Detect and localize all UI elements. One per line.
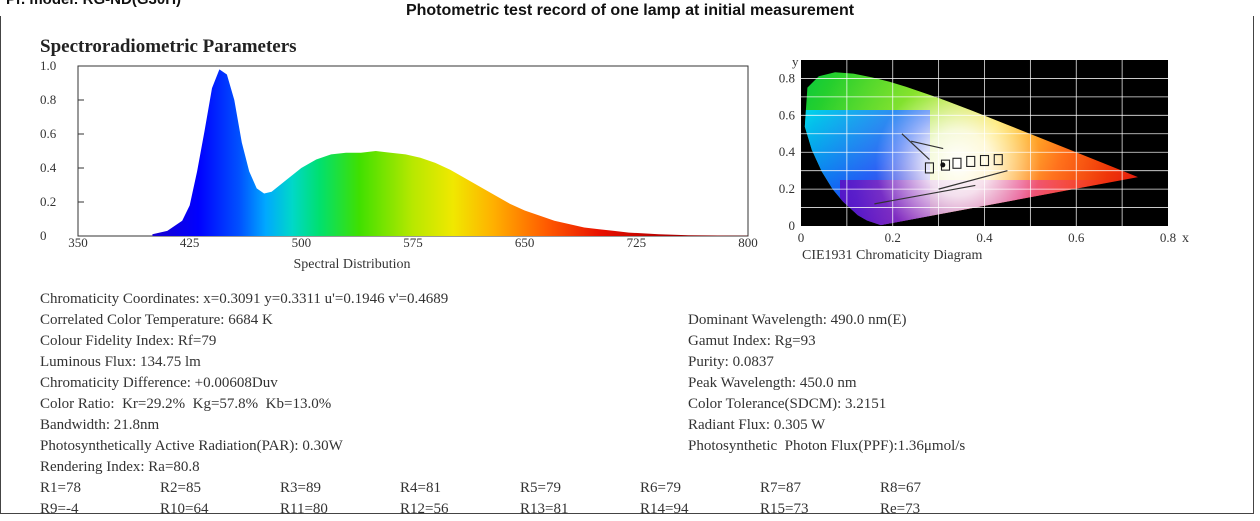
color-rendering-value: R9=-4 [40,501,79,517]
ppf-value: Photosynthetic Photon Flux(PPF):1.36μmol… [688,438,966,454]
color-ratio: Color Ratio: Kr=29.2% Kg=57.8% Kb=13.0% [40,396,332,412]
luminous-flux: Luminous Flux: 134.75 lm [40,354,201,370]
param-row-6: Bandwidth: 21.8nm Radiant Flux: 0.305 W [40,417,1250,437]
color-rendering-value: R15=73 [760,501,809,517]
rendering-index: Rendering Index: Ra=80.8 [40,459,200,475]
param-row-3: Luminous Flux: 134.75 lm Purity: 0.0837 [40,354,1250,374]
model-label: Pr. model: RG-ND(G30H) [6,0,181,8]
color-rendering-value: R6=79 [640,480,681,496]
param-row-1: Correlated Color Temperature: 6684 K Dom… [40,312,1250,332]
report-title: Photometric test record of one lamp at i… [405,2,855,19]
purity: Purity: 0.0837 [688,354,774,370]
color-rendering-value: R7=87 [760,480,801,496]
param-row-4: Chromaticity Difference: +0.00608Duv Pea… [40,375,1250,395]
color-rendering-value: R10=64 [160,501,209,517]
color-rendering-value: R11=80 [280,501,328,517]
color-rendering-value: R3=89 [280,480,321,496]
par-value: Photosynthetically Active Radiation(PAR)… [40,438,343,454]
color-rendering-value: R8=67 [880,480,921,496]
color-rendering-value: R12=56 [400,501,449,517]
bandwidth: Bandwidth: 21.8nm [40,417,160,433]
color-rendering-value: R14=94 [640,501,689,517]
chromaticity-coordinates: Chromaticity Coordinates: x=0.3091 y=0.3… [40,291,449,307]
r-values-row-2: R9=-4 R10=64 R11=80 R12=56 R13=81 R14=94 R15=7… [40,501,1250,521]
color-rendering-value: R5=79 [520,480,561,496]
color-tolerance: Color Tolerance(SDCM): 3.2151 [688,396,887,412]
gamut-index: Gamut Index: Rg=93 [688,333,816,349]
fidelity-index: Colour Fidelity Index: Rf=79 [40,333,217,349]
chromaticity-difference: Chromaticity Difference: +0.00608Duv [40,375,278,391]
dominant-wavelength: Dominant Wavelength: 490.0 nm(E) [688,312,907,328]
param-row-5: Color Ratio: Kr=29.2% Kg=57.8% Kb=13.0% … [40,396,1250,416]
param-row-7: Photosynthetically Active Radiation(PAR)… [40,438,1250,458]
cct-value: Correlated Color Temperature: 6684 K [40,312,273,328]
color-rendering-value: R13=81 [520,501,569,517]
color-rendering-value: R4=81 [400,480,441,496]
peak-wavelength: Peak Wavelength: 450.0 nm [688,375,857,391]
radiant-flux: Radiant Flux: 0.305 W [688,417,826,433]
report-frame [0,16,1254,514]
color-rendering-value: Re=73 [880,501,921,517]
param-row-2: Colour Fidelity Index: Rf=79 Gamut Index… [40,333,1250,353]
section-title: Spectroradiometric Parameters [40,36,297,57]
color-rendering-value: R2=85 [160,480,201,496]
color-rendering-value: R1=78 [40,480,81,496]
r-values-row-1: R1=78 R2=85 R3=89 R4=81 R5=79 R6=79 R7=87 R8=67 [40,480,1250,500]
